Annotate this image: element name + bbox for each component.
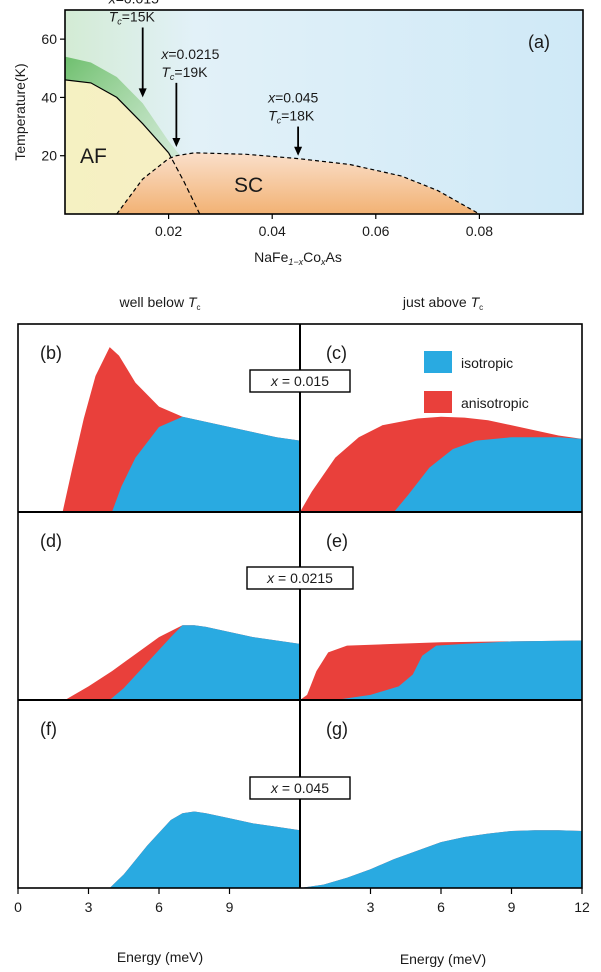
energy-axis-ticks: 0 3 6 9 3 6 9 12 xyxy=(14,888,590,915)
x-tick-label: 0.02 xyxy=(155,223,182,239)
panel-f-label: (f) xyxy=(40,719,57,739)
annotation-tc: Tc=19K xyxy=(161,64,208,82)
legend-label-anisotropic: anisotropic xyxy=(461,395,529,411)
doping-box-row2: x = 0.0215 xyxy=(246,566,354,590)
legend: isotropic anisotropic xyxy=(424,351,529,413)
isotropic-area-right-row1 xyxy=(300,437,582,512)
annotation-arrowhead xyxy=(138,88,147,98)
panel-g-label: (g) xyxy=(326,719,348,739)
svg-text:x = 0.0215: x = 0.0215 xyxy=(266,570,333,586)
panel-a-label: (a) xyxy=(528,32,550,52)
panel-e-label: (e) xyxy=(326,531,348,551)
doping-annotation: x=0.045 Tc=18K xyxy=(267,90,319,156)
af-region-label: AF xyxy=(80,145,107,168)
y-tick-label: 20 xyxy=(41,148,57,164)
y-axis-label: Temperature(K) xyxy=(12,63,28,160)
af-boundary-dashed xyxy=(168,152,201,215)
phase-regions xyxy=(65,10,583,214)
x-axis-label: NaFe1−xCoxAs xyxy=(254,249,342,267)
annotation-arrowhead xyxy=(172,137,181,147)
energy-tick-label: 0 xyxy=(14,899,22,915)
right-column-title: just above Tc xyxy=(402,294,483,312)
x-tick-label: 0.04 xyxy=(259,223,286,239)
isotropic-area-left-row2 xyxy=(18,625,300,700)
isotropic-area-left-row1 xyxy=(18,416,300,512)
energy-tick-label: 9 xyxy=(508,899,516,915)
doping-box-row3: x = 0.045 xyxy=(249,776,351,800)
doping-box-row1: x = 0.015 xyxy=(249,369,351,393)
panel-a-ticks: 0.02 0.04 0.06 0.08 20 40 60 xyxy=(41,31,493,239)
sc-region-label: SC xyxy=(234,174,263,197)
y-tick-label: 60 xyxy=(41,31,57,47)
energy-tick-label: 9 xyxy=(226,899,234,915)
energy-tick-label: 12 xyxy=(574,899,590,915)
svg-text:x = 0.015: x = 0.015 xyxy=(270,373,329,389)
panel-d-label: (d) xyxy=(40,531,62,551)
right-energy-axis-label: Energy (meV) xyxy=(400,951,486,967)
spectra-panels xyxy=(18,347,582,888)
panel-b-label: (b) xyxy=(40,343,62,363)
energy-tick-label: 3 xyxy=(367,899,375,915)
isotropic-area-right-row2 xyxy=(300,640,582,700)
af-boundary-solid xyxy=(64,79,170,154)
doping-annotation: x=0.015 Tc=15K xyxy=(108,0,159,98)
sc-dome-boundary xyxy=(116,152,480,215)
energy-tick-label: 6 xyxy=(155,899,163,915)
legend-swatch-anisotropic xyxy=(424,391,452,413)
annotation-arrowhead xyxy=(294,146,303,156)
isotropic-area-right-row3 xyxy=(300,830,582,888)
phase-diagram-panel: 0.02 0.04 0.06 0.08 20 40 60 (a) AF SC x=0.015… xyxy=(12,0,584,267)
left-energy-axis-label: Energy (meV) xyxy=(117,949,203,965)
doping-annotation: x=0.0215 Tc=19K xyxy=(160,46,220,147)
sc-region xyxy=(116,152,480,214)
isotropic-area-left-row3 xyxy=(18,811,300,888)
annotation-doping: x=0.015 xyxy=(108,0,159,6)
legend-swatch-isotropic xyxy=(424,351,452,373)
legend-label-isotropic: isotropic xyxy=(461,355,513,371)
x-tick-label: 0.06 xyxy=(362,223,389,239)
energy-tick-label: 3 xyxy=(85,899,93,915)
panel-c-label: (c) xyxy=(326,343,347,363)
x-tick-label: 0.08 xyxy=(466,223,493,239)
doping-annotations: x=0.015 Tc=15K x=0.0215 Tc=19K x=0.045 Tc=18K xyxy=(108,0,319,156)
y-tick-label: 40 xyxy=(41,89,57,105)
annotation-doping: x=0.045 xyxy=(267,90,318,106)
annotation-doping: x=0.0215 xyxy=(160,46,219,62)
energy-tick-label: 6 xyxy=(437,899,445,915)
panel-a-frame xyxy=(64,9,584,215)
annotation-tc: Tc=18K xyxy=(268,108,315,126)
svg-text:x = 0.045: x = 0.045 xyxy=(270,780,329,796)
left-column-title: well below Tc xyxy=(118,294,200,312)
annotation-tc: Tc=15K xyxy=(109,8,156,26)
